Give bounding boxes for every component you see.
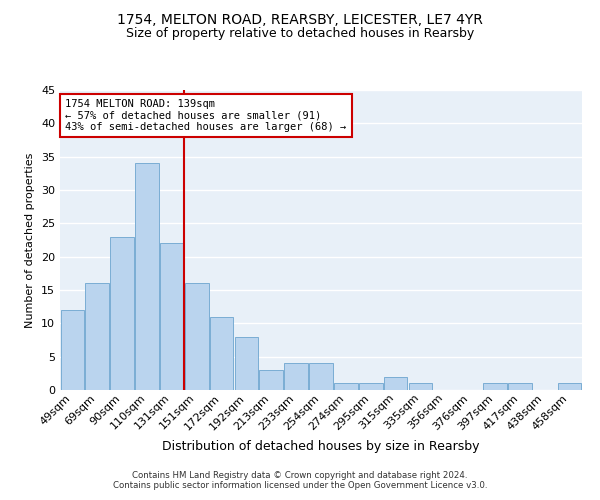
Bar [558,384,581,390]
Text: 1754, MELTON ROAD, REARSBY, LEICESTER, LE7 4YR: 1754, MELTON ROAD, REARSBY, LEICESTER, L… [117,12,483,26]
Bar [384,376,407,390]
Y-axis label: Number of detached properties: Number of detached properties [25,152,35,328]
Bar [160,244,184,390]
X-axis label: Distribution of detached houses by size in Rearsby: Distribution of detached houses by size … [162,440,480,453]
Bar [210,316,233,390]
Bar [61,310,84,390]
Bar [284,364,308,390]
Text: Contains HM Land Registry data © Crown copyright and database right 2024.
Contai: Contains HM Land Registry data © Crown c… [113,470,487,490]
Bar [235,336,258,390]
Bar [309,364,333,390]
Bar [259,370,283,390]
Bar [409,384,432,390]
Bar [185,284,209,390]
Text: 1754 MELTON ROAD: 139sqm
← 57% of detached houses are smaller (91)
43% of semi-d: 1754 MELTON ROAD: 139sqm ← 57% of detach… [65,99,346,132]
Bar [359,384,383,390]
Bar [508,384,532,390]
Bar [85,284,109,390]
Text: Size of property relative to detached houses in Rearsby: Size of property relative to detached ho… [126,28,474,40]
Bar [135,164,159,390]
Bar [334,384,358,390]
Bar [110,236,134,390]
Bar [483,384,507,390]
